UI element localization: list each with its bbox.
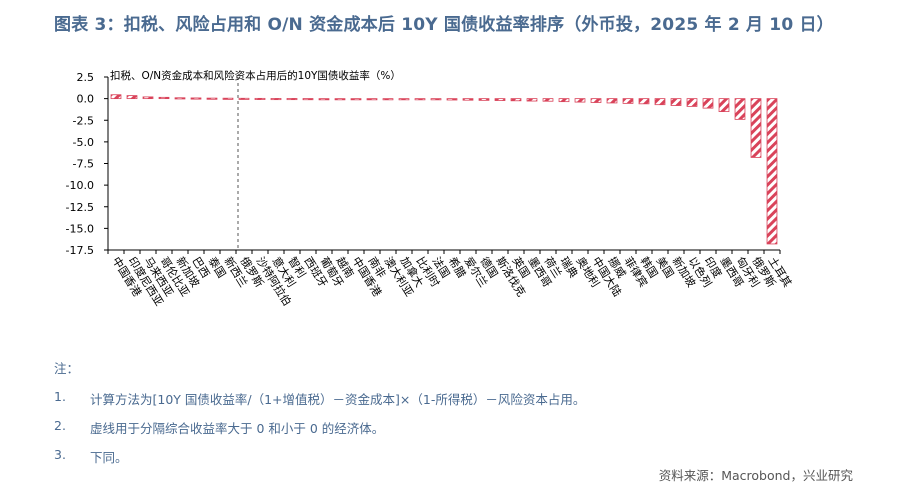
bar — [590, 98, 602, 103]
bar — [686, 98, 698, 107]
note-number: 3. — [54, 447, 66, 462]
y-tick-label: -10.0 — [66, 179, 94, 192]
note-item: 1. 计算方法为[10Y 国债收益率/（1+增值税）－资金成本]×（1-所得税）… — [54, 389, 585, 408]
bar — [174, 97, 186, 100]
source-note: 资料来源：Macrobond，兴业研究 — [658, 468, 853, 483]
bar — [734, 98, 746, 120]
bar — [318, 98, 330, 101]
bar — [430, 98, 442, 101]
bar — [670, 98, 682, 106]
bar — [254, 97, 266, 100]
note-item: 2. 虚线用于分隔综合收益率大于 0 和小于 0 的经济体。 — [54, 418, 585, 437]
bar — [158, 96, 170, 100]
notes: 注： 1. 计算方法为[10Y 国债收益率/（1+增值税）－资金成本]×（1-所… — [54, 358, 585, 476]
bar — [542, 98, 554, 102]
bar — [702, 98, 714, 109]
bar — [142, 96, 154, 100]
y-tick-label: -5.0 — [73, 136, 94, 149]
bar — [414, 98, 426, 101]
bar — [510, 98, 522, 102]
y-tick-label: -15.0 — [66, 222, 94, 235]
note-number: 2. — [54, 418, 66, 433]
bar — [718, 98, 730, 112]
bar — [446, 98, 458, 101]
y-tick-label: -2.5 — [73, 114, 94, 127]
note-item: 3. 下同。 — [54, 447, 585, 466]
bar-chart: 2.50.0-2.5-5.0-7.5-10.0-12.5-15.0-17.5 中… — [66, 69, 794, 308]
y-tick-label: -12.5 — [66, 201, 94, 214]
note-number: 1. — [54, 389, 66, 404]
chart-title: 扣税、O/N资金成本和风险资本占用后的10Y国债收益率（%） — [110, 69, 401, 82]
bar — [238, 97, 250, 100]
note-text: 计算方法为[10Y 国债收益率/（1+增值税）－资金成本]×（1-所得税）－风险… — [90, 392, 586, 407]
bar — [126, 95, 138, 100]
bar — [638, 98, 650, 105]
bar — [222, 97, 234, 100]
bar — [654, 98, 666, 106]
bar — [334, 98, 346, 101]
bar — [606, 98, 618, 104]
bar — [478, 98, 490, 101]
bar — [366, 98, 378, 101]
bar — [750, 98, 762, 158]
bar — [270, 98, 282, 101]
bar — [574, 98, 586, 103]
y-tick-label: -17.5 — [66, 244, 94, 257]
note-text: 下同。 — [90, 450, 128, 465]
y-tick-label: 2.5 — [77, 71, 95, 84]
bar — [286, 98, 298, 101]
note-text: 虚线用于分隔综合收益率大于 0 和小于 0 的经济体。 — [90, 421, 385, 436]
bar — [110, 94, 122, 100]
bar — [558, 98, 570, 103]
bar — [398, 98, 410, 101]
bar — [302, 98, 314, 101]
bar — [190, 97, 202, 100]
bar — [526, 98, 538, 102]
bar — [766, 98, 778, 245]
bar — [382, 98, 394, 101]
figure-title: 图表 3：扣税、风险占用和 O/N 资金成本后 10Y 国债收益率排序（外币投，… — [54, 15, 834, 35]
bar — [622, 98, 634, 104]
notes-header: 注： — [54, 361, 80, 376]
bar — [494, 98, 506, 101]
bar — [206, 97, 218, 100]
bar — [462, 98, 474, 101]
y-tick-label: 0.0 — [77, 93, 95, 106]
y-tick-label: -7.5 — [73, 158, 94, 171]
bar — [350, 98, 362, 101]
